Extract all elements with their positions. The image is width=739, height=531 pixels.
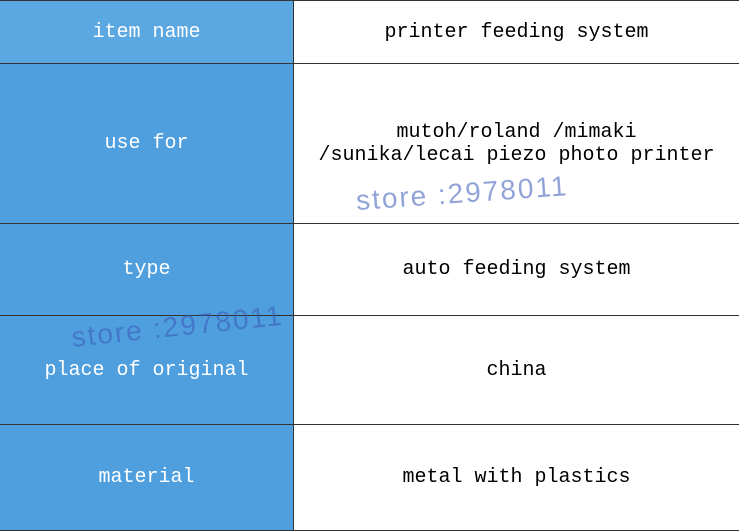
table-row: place of original china <box>0 316 739 425</box>
table-row: type auto feeding system <box>0 224 739 316</box>
table-row: item name printer feeding system <box>0 0 739 64</box>
table-row: material metal with plastics <box>0 425 739 531</box>
value-cell-item-name: printer feeding system <box>293 1 739 63</box>
value-cell-use-for: mutoh/roland /mimaki /sunika/lecai piezo… <box>293 64 739 223</box>
value-cell-type: auto feeding system <box>293 224 739 315</box>
label-cell-item-name: item name <box>0 1 293 63</box>
table-row: use for mutoh/roland /mimaki /sunika/lec… <box>0 64 739 224</box>
label-cell-place-of-original: place of original <box>0 316 293 424</box>
label-cell-material: material <box>0 425 293 530</box>
value-cell-place-of-original: china <box>293 316 739 424</box>
label-cell-type: type <box>0 224 293 315</box>
value-cell-material: metal with plastics <box>293 425 739 530</box>
label-cell-use-for: use for <box>0 64 293 223</box>
spec-table: item name printer feeding system use for… <box>0 0 739 531</box>
